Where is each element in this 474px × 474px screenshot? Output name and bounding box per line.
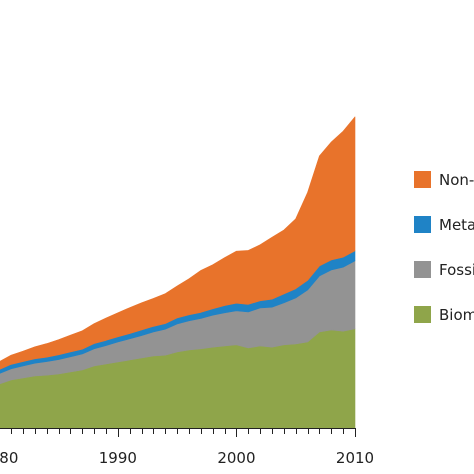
- legend-swatch-fossi: [414, 261, 431, 278]
- x-tick-label: 2000: [217, 449, 255, 467]
- legend-label-fossi: Fossi: [439, 261, 474, 279]
- legend: Non- Meta Fossi Biom: [414, 171, 474, 324]
- legend-label-non: Non-: [439, 171, 474, 189]
- legend-swatch-meta: [414, 216, 431, 233]
- x-axis: 1980 1990 2000 2010: [0, 428, 374, 467]
- areas-layer: [0, 116, 356, 429]
- x-tick-label: 2010: [336, 449, 374, 467]
- x-tick-label: 1980: [0, 449, 18, 467]
- legend-label-biom: Biom: [439, 306, 474, 324]
- area-series-non: [0, 116, 356, 370]
- legend-swatch-biom: [414, 306, 431, 323]
- x-tick-label: 1990: [99, 449, 137, 467]
- legend-label-meta: Meta: [439, 216, 474, 234]
- legend-swatch-non: [414, 171, 431, 188]
